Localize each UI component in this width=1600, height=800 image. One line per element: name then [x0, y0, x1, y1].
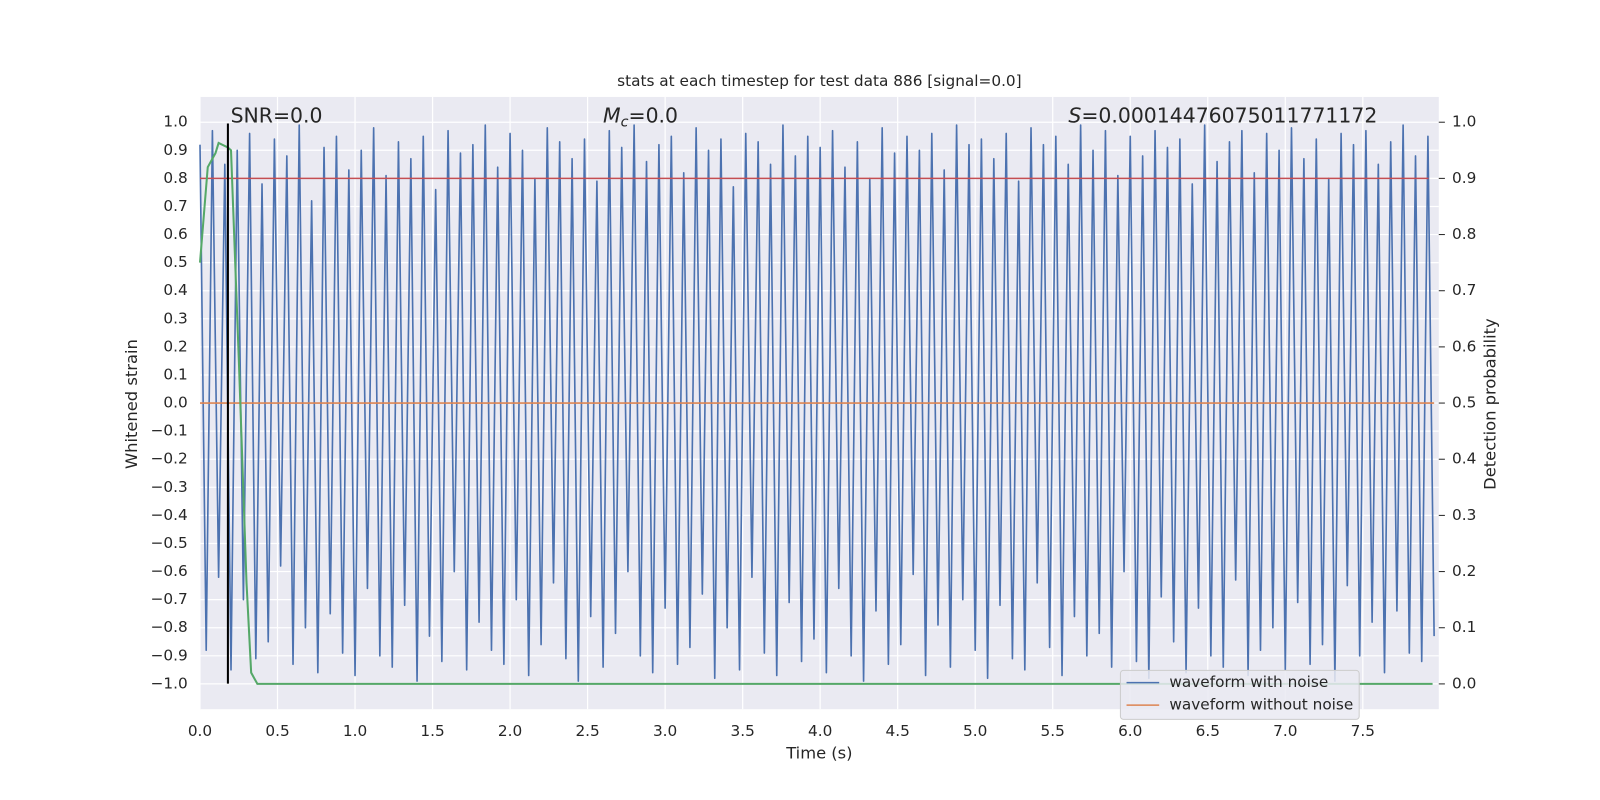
annotation-text: =0.0: [628, 103, 678, 127]
x-tick-label: 3.5: [730, 722, 754, 740]
y2-tick-label: 0.7: [1452, 281, 1476, 299]
x-tick-label: 1.5: [420, 722, 444, 740]
y-tick-label: −0.1: [151, 422, 188, 440]
annotation-subscript: c: [621, 114, 629, 130]
y2-axis-label: Detection probability: [1480, 318, 1499, 490]
x-tick-label: 2.0: [498, 722, 522, 740]
annotation-symbol: S: [1068, 103, 1081, 127]
y-tick-label: 0.8: [163, 169, 187, 187]
y-tick-label: 0.7: [163, 197, 187, 215]
x-axis-label: Time (s): [785, 744, 852, 763]
y-tick-label: −0.5: [151, 534, 188, 552]
legend: waveform with noise waveform without nois…: [1119, 669, 1360, 720]
y-tick-label: −0.3: [151, 478, 188, 496]
y2-tick-label: 0.9: [1452, 169, 1476, 187]
marks: [198, 123, 1435, 685]
annotation: SNR=0.0: [231, 103, 323, 127]
y-tick-label: 0.1: [163, 365, 187, 383]
y2-tick-label: 0.2: [1452, 562, 1476, 580]
x-tick-label: 2.5: [575, 722, 599, 740]
y-axis-label: Whitened strain: [122, 339, 141, 469]
y-tick-label: 0.9: [163, 141, 187, 159]
y-tick-label: −0.9: [151, 646, 188, 664]
probability-line: [198, 141, 1433, 685]
x-tick-label: 6.0: [1118, 722, 1142, 740]
legend-label: waveform with noise: [1169, 673, 1328, 691]
x-tick-label: 5.5: [1041, 722, 1065, 740]
x-tick-label: 1.0: [343, 722, 367, 740]
y-tick-label: −0.7: [151, 590, 188, 608]
x-tick-label: 7.5: [1351, 722, 1375, 740]
legend-box: [1119, 669, 1360, 720]
y-tick-label: 0.2: [163, 337, 187, 355]
x-tick-label: 3.0: [653, 722, 677, 740]
y2-tick-label: 1.0: [1452, 113, 1476, 131]
annotation-symbol: M: [603, 103, 621, 127]
y2-tick-label: 0.1: [1452, 618, 1476, 636]
y-tick-label: 0.0: [163, 394, 187, 412]
x-tick-label: 0.5: [265, 722, 289, 740]
y-tick-label: 0.6: [163, 225, 187, 243]
y-tick-label: 1.0: [163, 113, 187, 131]
y-tick-label: −0.6: [151, 562, 188, 580]
x-tick-label: 4.0: [808, 722, 832, 740]
x-tick-label: 7.0: [1273, 722, 1297, 740]
y2-tick-label: 0.8: [1452, 225, 1476, 243]
y-tick-label: −0.2: [151, 450, 188, 468]
annotation: S=0.00014476075011771172: [1068, 103, 1377, 127]
y2-tick-label: 0.6: [1452, 337, 1476, 355]
series-line: [199, 124, 1435, 682]
annotation: Mc=0.0: [603, 103, 678, 130]
y-tick-label: −0.8: [151, 618, 188, 636]
y-tick-label: 0.4: [163, 281, 187, 299]
legend-label: waveform without noise: [1169, 696, 1353, 714]
annotation-text: SNR=0.0: [231, 103, 323, 127]
y-tick-label: 0.5: [163, 253, 187, 271]
y-tick-label: −0.4: [151, 506, 188, 524]
x-tick-label: 4.5: [886, 722, 910, 740]
y-tick-label: 0.3: [163, 309, 187, 327]
y2-tick-label: 0.3: [1452, 506, 1476, 524]
y2-tick-label: 0.0: [1452, 674, 1476, 692]
y2-tick-label: 0.5: [1452, 394, 1476, 412]
y-tick-label: −1.0: [151, 674, 188, 692]
x-tick-label: 6.5: [1196, 722, 1220, 740]
x-tick-label: 0.0: [188, 722, 212, 740]
annotation-text: =0.00014476075011771172: [1081, 103, 1377, 127]
y2-tick-label: 0.4: [1452, 450, 1476, 468]
x-tick-label: 5.0: [963, 722, 987, 740]
chart-title: stats at each timestep for test data 886…: [617, 72, 1022, 90]
